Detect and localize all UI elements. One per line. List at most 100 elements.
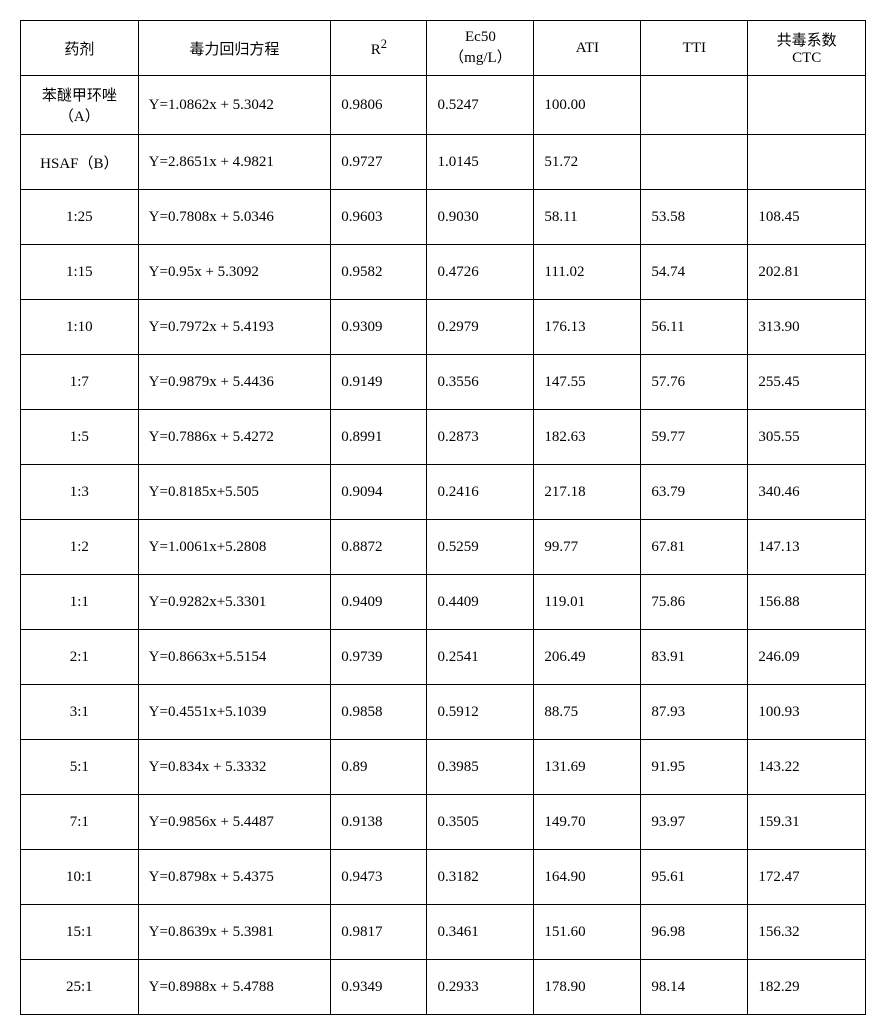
- table-row: HSAF（B）Y=2.8651x + 4.98210.97271.014551.…: [21, 135, 866, 190]
- cell-ati: 100.00: [534, 76, 641, 135]
- cell-ctc: 156.88: [748, 575, 866, 630]
- table-row: 5:1Y=0.834x + 5.33320.890.3985131.6991.9…: [21, 740, 866, 795]
- cell-ati: 149.70: [534, 795, 641, 850]
- table-row: 7:1Y=0.9856x + 5.44870.91380.3505149.709…: [21, 795, 866, 850]
- cell-r2: 0.9582: [331, 245, 427, 300]
- cell-tti: [641, 135, 748, 190]
- cell-ctc: 246.09: [748, 630, 866, 685]
- cell-tti: 87.93: [641, 685, 748, 740]
- col-header-agent: 药剂: [21, 21, 139, 76]
- cell-agent: 7:1: [21, 795, 139, 850]
- cell-agent: HSAF（B）: [21, 135, 139, 190]
- cell-equation: Y=0.7886x + 5.4272: [138, 410, 331, 465]
- table-row: 1:25Y=0.7808x + 5.03460.96030.903058.115…: [21, 190, 866, 245]
- cell-equation: Y=0.9282x+5.3301: [138, 575, 331, 630]
- cell-ec50: 0.2979: [427, 300, 534, 355]
- cell-ec50: 0.2933: [427, 960, 534, 1015]
- table-row: 1:2Y=1.0061x+5.28080.88720.525999.7767.8…: [21, 520, 866, 575]
- cell-agent: 1:2: [21, 520, 139, 575]
- cell-tti: [641, 76, 748, 135]
- cell-ati: 164.90: [534, 850, 641, 905]
- cell-agent: 1:25: [21, 190, 139, 245]
- cell-ctc: 159.31: [748, 795, 866, 850]
- table-row: 1:7Y=0.9879x + 5.44360.91490.3556147.555…: [21, 355, 866, 410]
- cell-agent: 25:1: [21, 960, 139, 1015]
- cell-ctc: 255.45: [748, 355, 866, 410]
- cell-ctc: [748, 76, 866, 135]
- cell-r2: 0.9727: [331, 135, 427, 190]
- table-row: 3:1Y=0.4551x+5.10390.98580.591288.7587.9…: [21, 685, 866, 740]
- cell-ati: 206.49: [534, 630, 641, 685]
- cell-agent: 苯醚甲环唑 （A）: [21, 76, 139, 135]
- cell-ec50: 0.3182: [427, 850, 534, 905]
- toxicity-table: 药剂 毒力回归方程 R2 Ec50 （mg/L） ATI TTI 共毒系数 CT…: [20, 20, 866, 1015]
- cell-tti: 67.81: [641, 520, 748, 575]
- cell-tti: 83.91: [641, 630, 748, 685]
- cell-ctc: 202.81: [748, 245, 866, 300]
- col-header-ec50: Ec50 （mg/L）: [427, 21, 534, 76]
- cell-tti: 93.97: [641, 795, 748, 850]
- cell-ati: 151.60: [534, 905, 641, 960]
- cell-ec50: 0.5912: [427, 685, 534, 740]
- cell-agent: 3:1: [21, 685, 139, 740]
- col-header-ctc: 共毒系数 CTC: [748, 21, 866, 76]
- cell-tti: 75.86: [641, 575, 748, 630]
- cell-equation: Y=0.7972x + 5.4193: [138, 300, 331, 355]
- cell-ec50: 0.2541: [427, 630, 534, 685]
- cell-r2: 0.9473: [331, 850, 427, 905]
- cell-ec50: 0.3505: [427, 795, 534, 850]
- cell-ctc: 156.32: [748, 905, 866, 960]
- cell-agent-l2: （A）: [59, 109, 100, 125]
- cell-ati: 58.11: [534, 190, 641, 245]
- table-row: 苯醚甲环唑（A）Y=1.0862x + 5.30420.98060.524710…: [21, 76, 866, 135]
- cell-ctc: 182.29: [748, 960, 866, 1015]
- cell-agent-l1: 苯醚甲环唑: [42, 88, 117, 104]
- cell-tti: 63.79: [641, 465, 748, 520]
- cell-equation: Y=0.8639x + 5.3981: [138, 905, 331, 960]
- col-header-ati: ATI: [534, 21, 641, 76]
- cell-ati: 217.18: [534, 465, 641, 520]
- cell-tti: 54.74: [641, 245, 748, 300]
- cell-tti: 56.11: [641, 300, 748, 355]
- cell-r2: 0.9409: [331, 575, 427, 630]
- cell-equation: Y=1.0862x + 5.3042: [138, 76, 331, 135]
- cell-equation: Y=0.95x + 5.3092: [138, 245, 331, 300]
- cell-ctc: 340.46: [748, 465, 866, 520]
- table-row: 2:1Y=0.8663x+5.51540.97390.2541206.4983.…: [21, 630, 866, 685]
- cell-equation: Y=0.4551x+5.1039: [138, 685, 331, 740]
- cell-agent: 1:5: [21, 410, 139, 465]
- cell-tti: 95.61: [641, 850, 748, 905]
- table-row: 1:10Y=0.7972x + 5.41930.93090.2979176.13…: [21, 300, 866, 355]
- table-row: 10:1Y=0.8798x + 5.43750.94730.3182164.90…: [21, 850, 866, 905]
- cell-ati: 178.90: [534, 960, 641, 1015]
- cell-equation: Y=1.0061x+5.2808: [138, 520, 331, 575]
- cell-agent: 2:1: [21, 630, 139, 685]
- table-row: 1:3Y=0.8185x+5.5050.90940.2416217.1863.7…: [21, 465, 866, 520]
- cell-ec50: 0.4409: [427, 575, 534, 630]
- cell-ati: 88.75: [534, 685, 641, 740]
- cell-ctc: 100.93: [748, 685, 866, 740]
- table-row: 25:1Y=0.8988x + 5.47880.93490.2933178.90…: [21, 960, 866, 1015]
- cell-tti: 53.58: [641, 190, 748, 245]
- cell-agent: 1:3: [21, 465, 139, 520]
- col-header-tti: TTI: [641, 21, 748, 76]
- col-header-r2: R2: [331, 21, 427, 76]
- cell-r2: 0.9739: [331, 630, 427, 685]
- cell-tti: 96.98: [641, 905, 748, 960]
- col-header-ctc-l1: 共毒系数: [777, 33, 837, 49]
- cell-ati: 51.72: [534, 135, 641, 190]
- cell-ec50: 0.5259: [427, 520, 534, 575]
- cell-ctc: 147.13: [748, 520, 866, 575]
- cell-ati: 131.69: [534, 740, 641, 795]
- cell-ati: 99.77: [534, 520, 641, 575]
- cell-ec50: 0.9030: [427, 190, 534, 245]
- cell-ctc: 108.45: [748, 190, 866, 245]
- cell-ati: 111.02: [534, 245, 641, 300]
- cell-ec50: 0.3461: [427, 905, 534, 960]
- cell-tti: 91.95: [641, 740, 748, 795]
- cell-agent: 1:10: [21, 300, 139, 355]
- table-row: 1:15Y=0.95x + 5.30920.95820.4726111.0254…: [21, 245, 866, 300]
- table-row: 15:1Y=0.8639x + 5.39810.98170.3461151.60…: [21, 905, 866, 960]
- cell-ec50: 0.5247: [427, 76, 534, 135]
- cell-equation: Y=0.8185x+5.505: [138, 465, 331, 520]
